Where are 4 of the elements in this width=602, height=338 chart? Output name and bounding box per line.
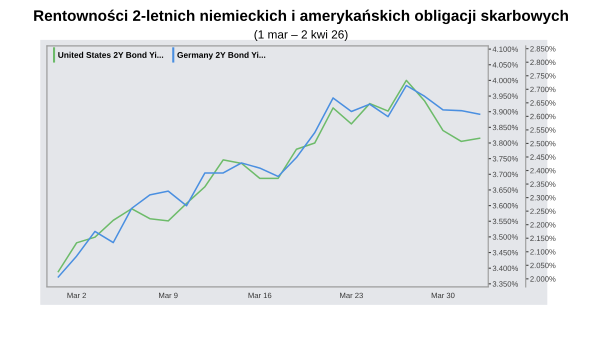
legend-label: United States 2Y Bond Yi... [58, 52, 164, 58]
chart-subtitle: (1 mar – 2 kwi 26) [254, 30, 348, 41]
chart-title: Rentowności 2-letnich niemieckich i amerykańskich obligacji skarbowych [34, 10, 568, 24]
legend-label: Germany 2Y Bond Yi... [177, 52, 266, 60]
